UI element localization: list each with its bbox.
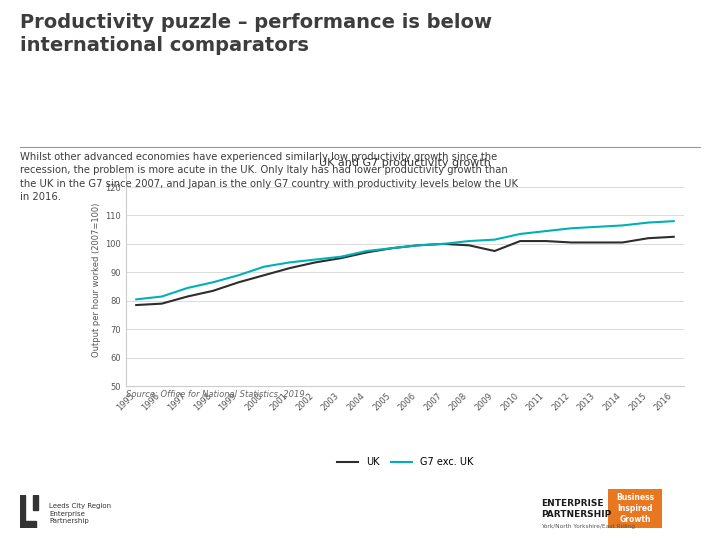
Text: Business: Business <box>616 494 654 502</box>
Text: Leeds City Region
Enterprise
Partnership: Leeds City Region Enterprise Partnership <box>49 503 111 524</box>
Text: Growth: Growth <box>620 515 651 524</box>
Text: Whilst other advanced economies have experienced similarly low productivity grow: Whilst other advanced economies have exp… <box>20 152 518 202</box>
Text: ENTERPRISE
PARTNERSHIP: ENTERPRISE PARTNERSHIP <box>541 500 612 519</box>
Y-axis label: Output per hour worked (2007=100): Output per hour worked (2007=100) <box>92 202 102 356</box>
Text: Source: Office for National Statistics, 2019: Source: Office for National Statistics, … <box>126 390 305 399</box>
Text: Productivity puzzle – performance is below
international comparators: Productivity puzzle – performance is bel… <box>20 14 492 55</box>
Bar <box>20 495 25 528</box>
Legend: UK, G7 exc. UK: UK, G7 exc. UK <box>333 453 477 471</box>
Title: UK and G7 productivity growth: UK and G7 productivity growth <box>319 158 491 168</box>
Text: Inspired: Inspired <box>618 504 653 513</box>
Bar <box>33 495 38 510</box>
Text: York/North Yorkshire/East Riding: York/North Yorkshire/East Riding <box>541 524 636 529</box>
Bar <box>20 521 36 528</box>
